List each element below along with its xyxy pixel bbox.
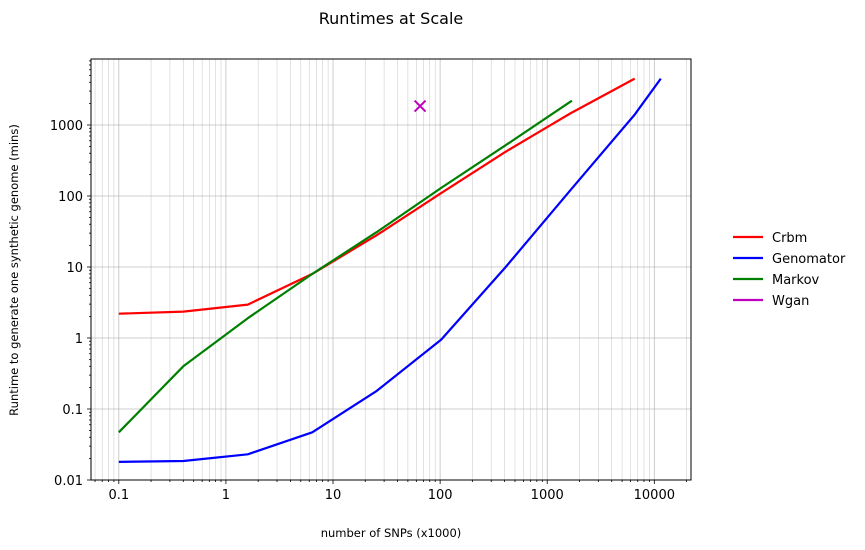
y-tick-label: 0.1 <box>62 403 83 418</box>
y-tick-label: 10 <box>66 261 83 276</box>
legend-label-genomator: Genomator <box>772 252 846 267</box>
y-tick-label: 1000 <box>50 119 83 134</box>
chart-title: Runtimes at Scale <box>319 9 463 28</box>
y-axis-label: Runtime to generate one synthetic genome… <box>7 124 21 416</box>
x-tick-label: 100 <box>428 488 453 503</box>
grid <box>91 59 691 481</box>
legend-label-markov: Markov <box>772 273 820 288</box>
x-tick-label: 10000 <box>634 488 675 503</box>
plot-frame <box>90 58 692 481</box>
y-tick-label: 0.01 <box>54 474 83 489</box>
series-markov-line <box>118 99 573 434</box>
series-wgan-marker <box>413 99 427 113</box>
series-genomator-line <box>118 77 662 463</box>
legend-label-wgan: Wgan <box>772 294 809 309</box>
x-tick-label: 1 <box>222 488 230 503</box>
x-axis-label: number of SNPs (x1000) <box>321 526 462 540</box>
y-tick-label: 100 <box>58 190 83 205</box>
x-tick-label: 1000 <box>531 488 564 503</box>
x-tick-label: 10 <box>325 488 342 503</box>
series-crbm-line <box>118 77 636 315</box>
y-tick-label: 1 <box>75 332 83 347</box>
legend-label-crbm: Crbm <box>772 231 807 246</box>
legend: Crbm Genomator Markov Wgan <box>733 231 846 309</box>
x-tick-label: 0.1 <box>108 488 129 503</box>
series-layer <box>118 77 662 463</box>
axis-ticks: 0.1 1 10 100 1000 10000 0.01 0.1 1 10 100 1000 <box>50 60 687 503</box>
